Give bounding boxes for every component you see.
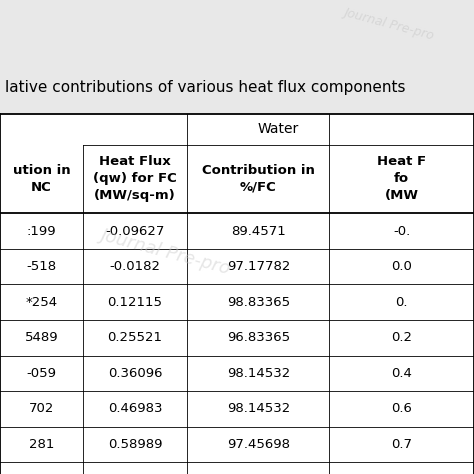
Text: 97.17782: 97.17782 <box>227 260 290 273</box>
Text: 0.58989: 0.58989 <box>108 438 162 451</box>
Text: Heat Flux
(qw) for FC
(MW/sq-m): Heat Flux (qw) for FC (MW/sq-m) <box>93 155 177 202</box>
Text: 98.14532: 98.14532 <box>227 367 290 380</box>
Text: Water: Water <box>258 122 299 136</box>
Bar <box>0 0 474 114</box>
Text: 89.4571: 89.4571 <box>231 225 286 237</box>
Text: -059: -059 <box>27 367 56 380</box>
Text: 0.2: 0.2 <box>391 331 412 344</box>
Text: lative contributions of various heat flux components: lative contributions of various heat flu… <box>5 80 405 95</box>
Text: 96.83365: 96.83365 <box>227 331 290 344</box>
Text: :199: :199 <box>27 225 56 237</box>
Text: 0.4: 0.4 <box>391 367 412 380</box>
Bar <box>0 114 474 474</box>
Text: Journal Pre-pro: Journal Pre-pro <box>99 225 233 277</box>
Text: 0.: 0. <box>395 296 408 309</box>
Text: 702: 702 <box>29 402 54 415</box>
Text: Contribution in
%/FC: Contribution in %/FC <box>202 164 315 194</box>
Text: 0.36096: 0.36096 <box>108 367 162 380</box>
Text: Journal Pre-pro: Journal Pre-pro <box>342 5 435 42</box>
Text: 0.6: 0.6 <box>391 402 412 415</box>
Text: 0.46983: 0.46983 <box>108 402 162 415</box>
Text: Heat F
fo
(MW: Heat F fo (MW <box>377 155 426 202</box>
Text: 281: 281 <box>29 438 54 451</box>
Text: 97.45698: 97.45698 <box>227 438 290 451</box>
Text: -518: -518 <box>27 260 56 273</box>
Text: 98.14532: 98.14532 <box>227 402 290 415</box>
Text: 5489: 5489 <box>25 331 58 344</box>
Text: -0.0182: -0.0182 <box>109 260 161 273</box>
Text: -0.09627: -0.09627 <box>105 225 165 237</box>
Text: 98.83365: 98.83365 <box>227 296 290 309</box>
Text: -0.: -0. <box>393 225 410 237</box>
Text: *254: *254 <box>26 296 57 309</box>
Text: 0.7: 0.7 <box>391 438 412 451</box>
Text: 0.25521: 0.25521 <box>108 331 163 344</box>
Text: 0.12115: 0.12115 <box>108 296 163 309</box>
Text: 0.0: 0.0 <box>391 260 412 273</box>
Text: ution in
NC: ution in NC <box>13 164 70 194</box>
